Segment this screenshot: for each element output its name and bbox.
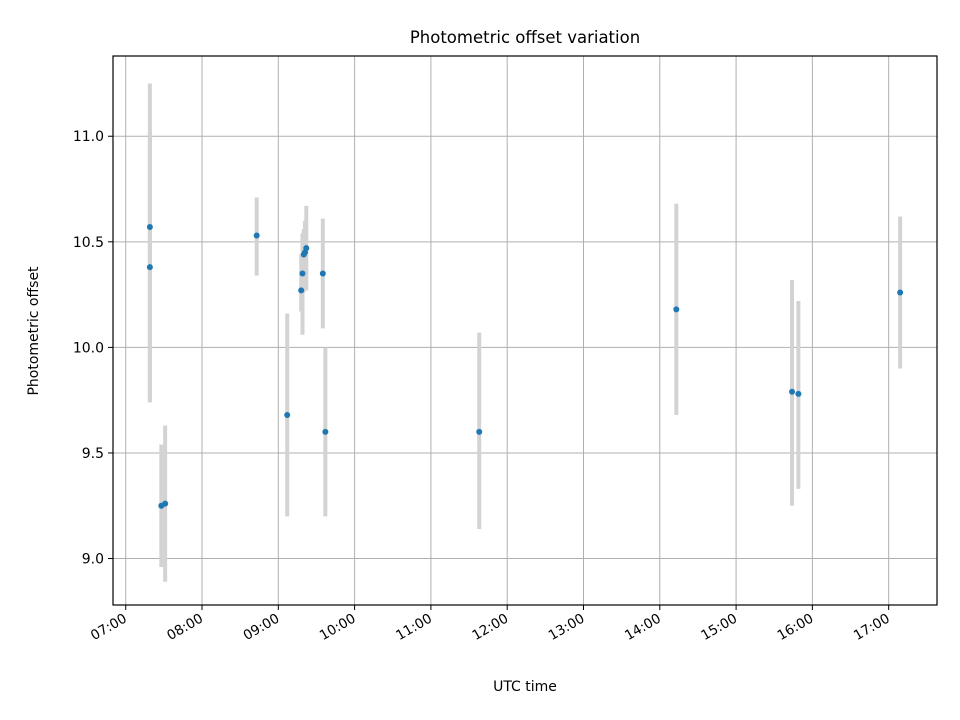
data-point — [146, 264, 153, 271]
data-point — [322, 428, 329, 435]
plot-area-frame — [112, 55, 938, 606]
data-point — [476, 428, 483, 435]
y-tick-label: 10.5 — [73, 235, 104, 251]
data-point — [162, 500, 169, 507]
data-point — [789, 388, 796, 395]
y-axis-label: Photometric offset — [26, 266, 42, 396]
chart-title: Photometric offset variation — [410, 28, 640, 47]
data-point — [795, 390, 802, 397]
data-point — [284, 411, 291, 418]
y-tick-label: 11.0 — [73, 129, 104, 145]
data-point — [146, 224, 153, 231]
data-point — [303, 245, 310, 252]
data-point — [673, 306, 680, 313]
data-point — [253, 232, 260, 239]
y-tick-label: 10.0 — [73, 340, 104, 356]
data-point — [299, 270, 306, 277]
y-axis-ticks: 9.0 9.5 10.0 10.5 11.0 — [73, 129, 113, 568]
y-tick-label: 9.5 — [82, 446, 104, 462]
data-point — [897, 289, 904, 296]
data-points — [146, 224, 904, 509]
data-point — [319, 270, 326, 277]
y-tick-label: 9.0 — [82, 552, 104, 568]
grid — [113, 56, 937, 605]
x-axis-label: UTC time — [493, 679, 557, 695]
data-point — [298, 287, 305, 294]
